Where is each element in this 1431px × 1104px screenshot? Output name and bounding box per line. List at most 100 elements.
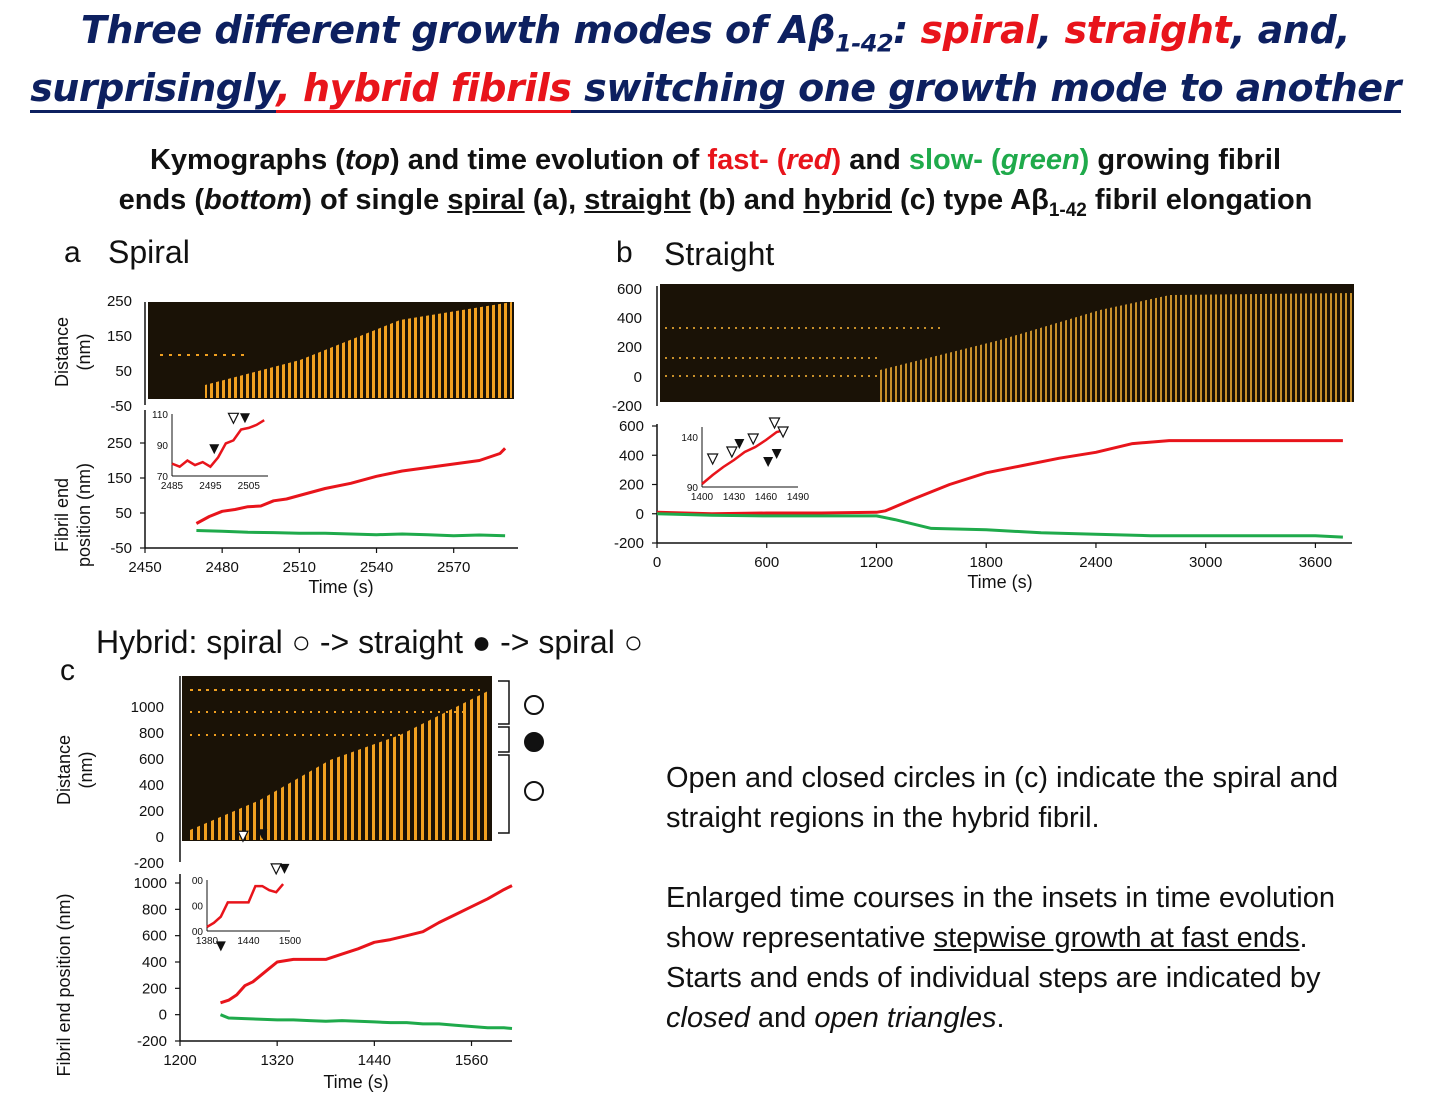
title-subscript: 1-42 [835,29,894,58]
kymograph-a: 250 150 50 -50 Distance (nm) [52,293,514,415]
sub-text: ends ( [118,184,205,216]
open-triangle-icon [768,417,781,430]
kymo-b-tick: -200 [612,398,642,415]
y-tick-label: 600 [619,418,644,435]
panel-a-label: a [64,236,81,269]
sub-red: red [786,144,832,176]
para2-text: . [996,1002,1005,1034]
panel-a-name: Spiral [108,234,190,270]
closed-triangle-icon [215,941,226,952]
sub-text: growing fibril [1089,144,1282,176]
inset-x-tick-label: 1430 [723,492,746,503]
inset-bg [207,880,290,931]
inset-y-tick-label: 70 [157,472,169,483]
kymo-a-ylabel-2: (nm) [74,334,94,371]
y-tick-label: 600 [142,928,167,945]
inset-x-tick-label: 1440 [237,936,260,947]
time-evolution-c: Fibril end position (nm) Time (s) [54,874,512,1092]
a-plot-ylabel-1: Fibril end [52,478,72,552]
x-tick-label: 3000 [1189,554,1222,571]
closed-circle-icon [524,732,544,752]
title-comma: , [1037,8,1065,52]
kymo-c-tick: 600 [139,751,164,768]
kymo-c-ylabel-2: (nm) [76,752,96,789]
inset-series-line [171,419,265,469]
closed-triangle-icon [257,829,268,840]
x-tick-label: 600 [754,554,779,571]
kymograph-b: 600 400 200 0 -200 [612,281,1354,415]
sub-spiral: spiral [447,184,525,216]
y-tick-label: -200 [137,1033,167,1050]
closed-triangle-icon [763,457,774,467]
y-tick-label: 200 [619,477,644,494]
bracket-top [498,680,510,725]
sub-text: Kymographs ( [149,144,345,176]
subtitle-line-2: ends (bottom) of single spiral (a), stra… [0,184,1431,222]
inset-y-tick-label: 90 [157,441,169,452]
title-hybrid: , hybrid fibrils [276,66,572,113]
inset-x-tick-label: 1400 [691,492,714,503]
open-circle-icon [524,781,544,801]
closed-triangle-icon [279,863,290,874]
y-tick-label: 0 [636,506,644,523]
panel-b-label: b [616,236,633,269]
title-surprisingly: surprisingly [30,66,277,113]
x-tick-label: 1320 [260,1052,293,1069]
x-tick-label: 3600 [1299,554,1332,571]
kymo-a-tick: -50 [110,398,132,415]
kymo-c-tick: -200 [134,855,164,872]
c-time-evolution-inset: 1380 1440 1500 00 00 00 [192,829,302,952]
sub-paren: ) [1079,144,1090,176]
x-tick-label: 2570 [437,559,470,576]
sub-hybrid: hybrid [803,184,892,216]
inset-bg [172,414,268,476]
inset-y-tick-label: 90 [687,483,699,494]
series-line-fast [220,884,513,1005]
open-triangle-icon [236,830,249,843]
open-triangle-icon [270,863,283,876]
series-line-fast [195,447,507,525]
sub-bottom: bottom [204,184,303,216]
title-and: , and, [1231,8,1351,52]
sub-subscript: 1-42 [1048,199,1087,221]
time-evolution-b: Time (s) [656,424,1352,592]
x-tick-label: 2450 [128,559,161,576]
sub-text: (a), [524,184,585,216]
y-tick-label: -50 [110,540,132,557]
time-evolution-a: Fibril end position (nm) Time (s) [52,410,518,597]
kymograph-b-signal [880,293,1354,402]
para2-stepwise: stepwise growth at fast ends [933,922,1300,954]
title-line-1: Three different growth modes of Aβ1-42: … [0,8,1431,58]
x-tick-label: 0 [653,554,661,571]
inset-y-tick-label: 00 [192,876,204,887]
c-time-evolution-marks: 1200 1320 1440 1560 1000 800 600 400 200 0 -200 138… [134,829,513,1069]
x-tick-label: 1200 [163,1052,196,1069]
x-tick-label: 1800 [970,554,1003,571]
para2-open: open triangles [814,1002,997,1034]
kymo-c-ylabel-1: Distance [54,735,74,805]
sub-straight: straight [584,184,691,216]
panel-b-name: Straight [664,236,775,272]
sub-green: green [1000,144,1080,176]
title-colon: : [893,8,921,52]
y-tick-label: 800 [142,901,167,918]
y-tick-label: 200 [142,980,167,997]
y-tick-label: 0 [159,1007,167,1024]
kymo-c-tick: 400 [139,777,164,794]
y-tick-label: 50 [115,505,132,522]
b-time-evolution-inset: 1400 1430 1460 1490 140 90 [681,417,810,503]
sub-text: (c) type Aβ [892,184,1049,216]
y-tick-label: 1000 [134,875,167,892]
kymograph-a-signal [205,302,512,398]
a-plot-ylabel-2: position (nm) [74,463,94,567]
sub-text: and [841,144,909,176]
para2-text: Enlarged time courses in the insets in t… [666,882,1335,954]
y-tick-label: 400 [142,954,167,971]
open-triangle-icon [725,446,738,459]
open-circle-icon [524,695,544,715]
series-line-fast [656,439,1343,516]
subtitle-line-1: Kymographs (top) and time evolution of f… [0,144,1431,177]
inset-x-tick-label: 1500 [279,936,302,947]
open-triangle-icon [227,412,240,425]
bracket-bottom [498,754,510,834]
